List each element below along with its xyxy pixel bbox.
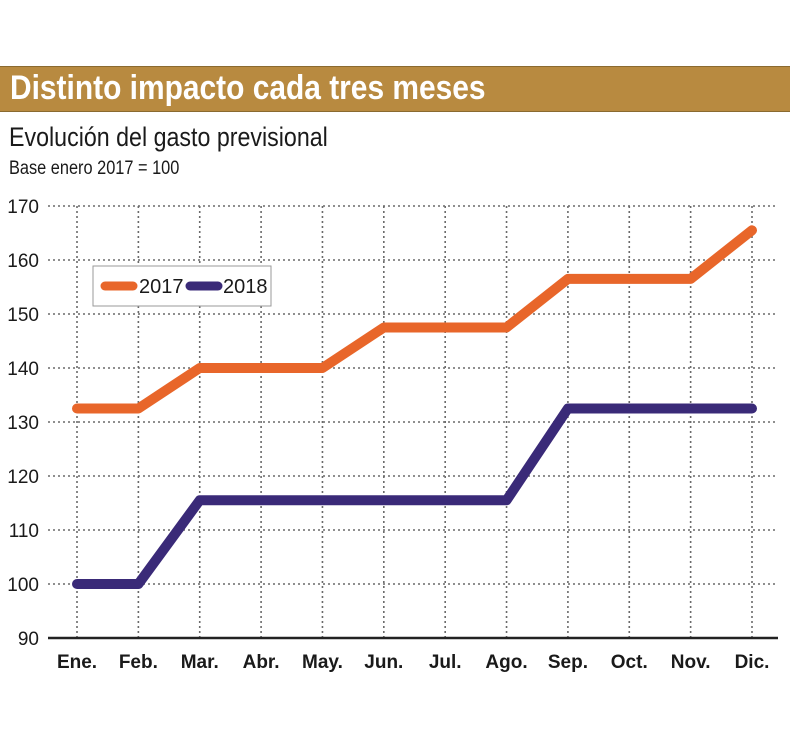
title-banner: Distinto impacto cada tres meses — [0, 66, 790, 112]
x-tick-label-0: Ene. — [57, 652, 97, 673]
y-tick-label-120: 120 — [7, 467, 39, 488]
x-tick-label-7: Ago. — [485, 652, 527, 673]
base-note: Base enero 2017 = 100 — [9, 158, 180, 179]
x-tick-label-9: Oct. — [611, 652, 648, 673]
y-tick-label-110: 110 — [9, 521, 39, 542]
chart-subtitle: Evolución del gasto previsional — [9, 122, 328, 152]
x-tick-label-3: Abr. — [243, 652, 280, 673]
y-tick-label-100: 100 — [7, 575, 39, 596]
y-tick-label-90: 90 — [18, 629, 39, 650]
legend-label-2017: 2017 — [139, 276, 184, 298]
series-line-2018 — [72, 403, 757, 589]
x-tick-label-8: Sep. — [548, 652, 588, 673]
x-tick-label-6: Jul. — [429, 652, 462, 673]
y-tick-label-160: 160 — [7, 251, 39, 272]
x-tick-label-2: Mar. — [181, 652, 219, 673]
x-tick-label-10: Nov. — [671, 652, 711, 673]
y-tick-label-170: 170 — [7, 197, 39, 218]
x-tick-label-4: May. — [302, 652, 343, 673]
y-tick-label-150: 150 — [7, 305, 39, 326]
series-line-2017 — [72, 225, 757, 414]
legend-label-2018: 2018 — [223, 276, 268, 298]
y-tick-label-140: 140 — [7, 359, 39, 380]
y-tick-label-130: 130 — [7, 413, 39, 434]
x-tick-label-11: Dic. — [735, 652, 770, 673]
chart-title: Distinto impacto cada tres meses — [10, 69, 486, 107]
x-tick-label-5: Jun. — [364, 652, 403, 673]
x-tick-label-1: Feb. — [119, 652, 158, 673]
